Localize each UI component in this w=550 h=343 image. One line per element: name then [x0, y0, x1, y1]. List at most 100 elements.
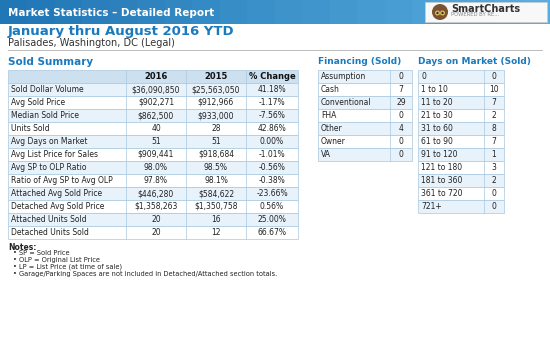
Bar	[220, 0, 249, 24]
Text: Sold Summary: Sold Summary	[8, 57, 93, 67]
Bar	[8, 70, 298, 83]
Text: 7: 7	[492, 137, 497, 146]
Bar	[82, 0, 111, 24]
Bar	[318, 122, 412, 135]
Text: Ratio of Avg SP to Avg OLP: Ratio of Avg SP to Avg OLP	[11, 176, 113, 185]
Text: Conventional: Conventional	[321, 98, 372, 107]
Bar	[8, 226, 298, 239]
Text: $909,441: $909,441	[138, 150, 174, 159]
Text: Attached Units Sold: Attached Units Sold	[11, 215, 87, 224]
Text: 97.8%: 97.8%	[144, 176, 168, 185]
Bar	[418, 83, 504, 96]
Text: 8: 8	[492, 124, 496, 133]
Text: 721+: 721+	[421, 202, 442, 211]
Text: Avg Sold Price: Avg Sold Price	[11, 98, 65, 107]
Text: Notes:: Notes:	[8, 243, 36, 252]
Text: 31 to 60: 31 to 60	[421, 124, 453, 133]
Bar	[8, 200, 298, 213]
Text: 0: 0	[399, 137, 404, 146]
Text: 40: 40	[151, 124, 161, 133]
Bar	[418, 70, 504, 83]
Bar	[165, 0, 194, 24]
Bar	[8, 96, 298, 109]
Bar	[247, 0, 276, 24]
Text: January thru August 2016 YTD: January thru August 2016 YTD	[8, 25, 235, 38]
Bar	[8, 135, 298, 148]
Text: 0: 0	[492, 189, 497, 198]
Bar	[467, 0, 496, 24]
Bar	[495, 0, 524, 24]
Bar	[8, 213, 298, 226]
Bar	[8, 187, 298, 200]
Bar	[418, 148, 504, 161]
Text: 51: 51	[211, 137, 221, 146]
Circle shape	[436, 12, 439, 14]
Bar	[8, 161, 298, 174]
Text: $36,090,850: $36,090,850	[132, 85, 180, 94]
Text: Assumption: Assumption	[321, 72, 366, 81]
Text: Avg List Price for Sales: Avg List Price for Sales	[11, 150, 98, 159]
Text: -0.56%: -0.56%	[258, 163, 285, 172]
Bar	[200, 0, 550, 24]
Text: Owner: Owner	[321, 137, 346, 146]
Text: 51: 51	[151, 137, 161, 146]
Circle shape	[441, 12, 444, 14]
Text: -7.56%: -7.56%	[258, 111, 285, 120]
Bar	[385, 0, 414, 24]
Bar	[8, 83, 298, 96]
Text: Attached Avg Sold Price: Attached Avg Sold Price	[11, 189, 102, 198]
Text: 7: 7	[399, 85, 404, 94]
Bar	[27, 0, 56, 24]
Text: 20: 20	[151, 215, 161, 224]
Bar	[330, 0, 359, 24]
Bar	[412, 0, 441, 24]
Bar	[418, 135, 504, 148]
Text: Palisades, Washington, DC (Legal): Palisades, Washington, DC (Legal)	[8, 38, 175, 48]
Text: 98.5%: 98.5%	[204, 163, 228, 172]
Bar	[318, 109, 412, 122]
Bar	[110, 0, 139, 24]
Text: 61 to 90: 61 to 90	[421, 137, 453, 146]
Text: $1,358,263: $1,358,263	[134, 202, 178, 211]
Text: 7: 7	[492, 98, 497, 107]
Text: 0: 0	[399, 72, 404, 81]
Text: 29: 29	[396, 98, 406, 107]
Bar	[357, 0, 386, 24]
Text: 98.1%: 98.1%	[204, 176, 228, 185]
Text: % Change: % Change	[249, 72, 295, 81]
Text: 21 to 30: 21 to 30	[421, 111, 453, 120]
Bar	[137, 0, 166, 24]
Bar	[8, 109, 298, 122]
Text: 41.18%: 41.18%	[258, 85, 287, 94]
Bar	[302, 0, 331, 24]
Bar	[318, 70, 412, 83]
Text: $446,280: $446,280	[138, 189, 174, 198]
Text: -1.01%: -1.01%	[258, 150, 285, 159]
Text: 2: 2	[492, 176, 496, 185]
Text: • Garage/Parking Spaces are not included in Detached/Attached section totals.: • Garage/Parking Spaces are not included…	[13, 271, 277, 277]
Text: 121 to 180: 121 to 180	[421, 163, 462, 172]
Bar	[418, 109, 504, 122]
Text: 0.00%: 0.00%	[260, 137, 284, 146]
Text: 25.00%: 25.00%	[257, 215, 287, 224]
Bar	[8, 122, 298, 135]
Text: Detached Avg Sold Price: Detached Avg Sold Price	[11, 202, 104, 211]
Text: 181 to 360: 181 to 360	[421, 176, 463, 185]
Text: -23.66%: -23.66%	[256, 189, 288, 198]
Bar	[522, 0, 550, 24]
Text: POWERED BY RE...: POWERED BY RE...	[451, 12, 499, 17]
Text: 2: 2	[492, 111, 496, 120]
Text: SmartCharts: SmartCharts	[451, 4, 520, 14]
Text: VA: VA	[321, 150, 331, 159]
Bar	[418, 96, 504, 109]
Text: FHA: FHA	[321, 111, 337, 120]
Bar	[8, 174, 298, 187]
Bar	[55, 0, 84, 24]
Text: $1,350,758: $1,350,758	[194, 202, 238, 211]
Text: Market Statistics – Detailed Report: Market Statistics – Detailed Report	[8, 8, 214, 17]
Text: 10: 10	[489, 85, 499, 94]
Bar	[418, 122, 504, 135]
Text: • SP = Sold Price: • SP = Sold Price	[13, 250, 70, 256]
Text: $902,271: $902,271	[138, 98, 174, 107]
Text: 0: 0	[492, 202, 497, 211]
